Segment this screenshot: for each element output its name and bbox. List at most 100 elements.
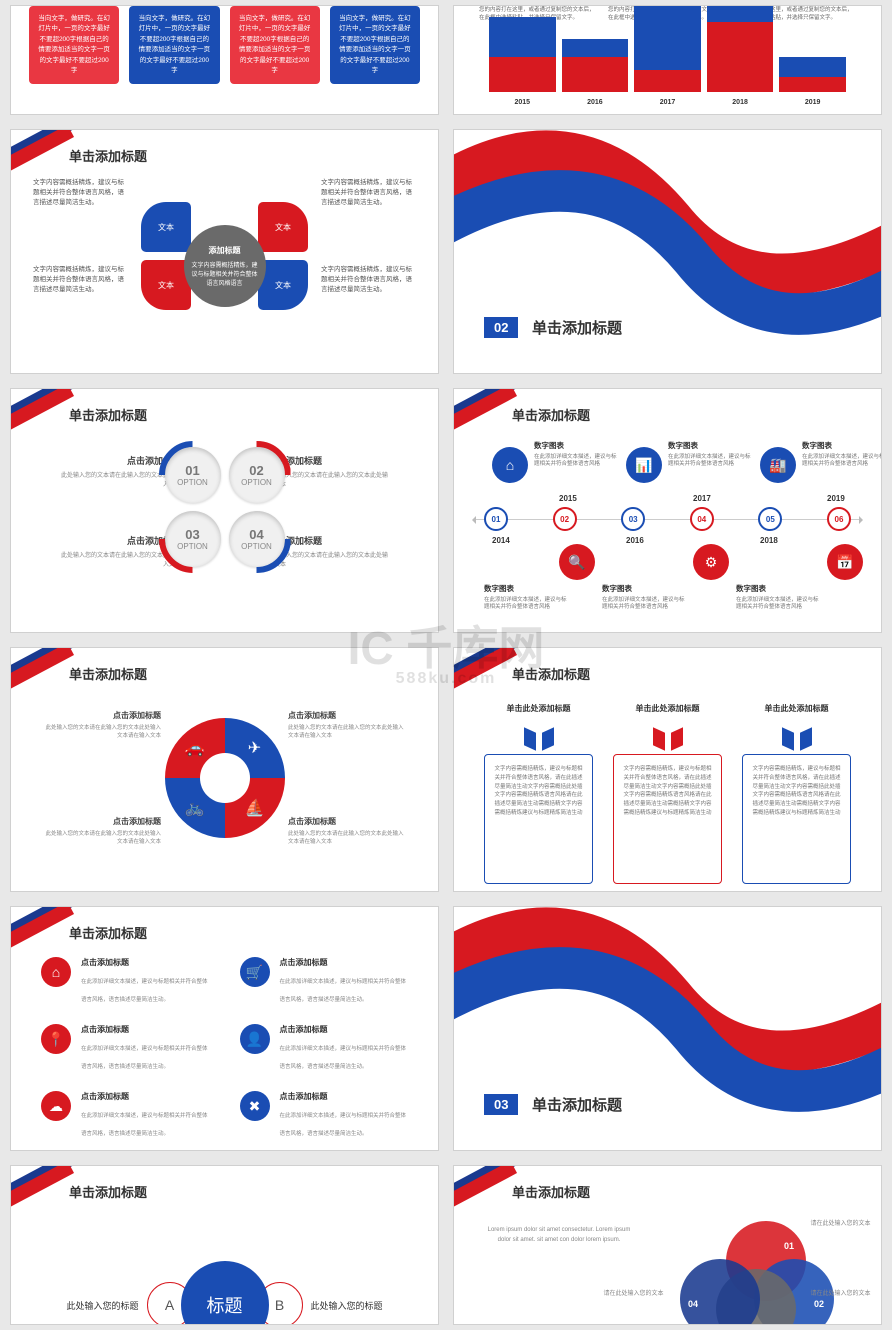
ribbon-corner-icon xyxy=(453,1165,509,1211)
slide-8-boxes: 单击添加标题 单击此处添加标题 文字内容需概括精炼，建议与标题相关并符合整体语言… xyxy=(453,647,882,892)
slide-6-timeline: 单击添加标题 01 02 03 04 05 06 ⌂ 📊 🏭 🔍 ⚙ 📅 数字图… xyxy=(453,388,882,633)
desc-text: 文字内容需概括精炼，建议与标题相关并符合整体语言风格，语言描述尽量简洁生动。 xyxy=(321,178,416,207)
slide-3-petals: 单击添加标题 文字内容需概括精炼，建议与标题相关并符合整体语言风格，语言描述尽量… xyxy=(10,129,439,374)
slide-12-venn: 单击添加标题 Lorem ipsum dolor sit amet consec… xyxy=(453,1165,882,1325)
timeline-text: 数字图表在此添加详细文本描述，建议与标题相关并符合整体语言风格 xyxy=(736,584,821,612)
slide-title: 单击添加标题 xyxy=(512,405,590,424)
list-item: 🛒点击添加标题在此添加详细文本描述，建议与标题相关并符合整体语言风格，语言描述尽… xyxy=(240,957,409,1006)
card-3: 当向文字，做研究。在幻灯片中，一页的文字最好不要超200字根据自己的情要添加适当… xyxy=(230,6,320,84)
option-circle-1: 01OPTION xyxy=(165,447,221,503)
donut-text-3: 点击添加标题此处输入您的文本请在此输入您的文本此处输入文本请在输入文本 xyxy=(41,816,161,845)
year: 2015 xyxy=(559,494,577,503)
donut-text-1: 点击添加标题此处输入您的文本请在此输入您的文本此处输入文本请在输入文本 xyxy=(41,710,161,739)
list-item: 📍点击添加标题在此添加详细文本描述，建议与标题相关并符合整体语言风格，语言描述尽… xyxy=(41,1024,210,1073)
section-title: 单击添加标题 xyxy=(532,1094,622,1115)
center-circle: 添加标题 文字内容需概括精炼，建议与标题相关并符合整体语言风格语言 xyxy=(184,225,266,307)
petal-4: 文本 xyxy=(258,260,308,310)
ribbon-corner-icon xyxy=(10,906,66,952)
year: 2019 xyxy=(827,494,845,503)
ribbon-corner-icon xyxy=(453,647,509,693)
slide-title: 单击添加标题 xyxy=(69,405,147,424)
timeline-text: 数字图表在此添加详细文本描述，建议与标题相关并符合整体语言风格 xyxy=(484,584,569,612)
slide-11-ab: 单击添加标题 此处输入您的标题 A 标题 B 此处输入您的标题 xyxy=(10,1165,439,1325)
section-03-divider: 03 单击添加标题 xyxy=(453,906,882,1151)
info-box-3: 单击此处添加标题 文字内容需概括精炼，建议与标题相关并符合整体语言风格，请在此插… xyxy=(742,703,851,871)
node-4: 04 xyxy=(690,507,714,531)
timeline-icon: 🏭 xyxy=(760,447,796,483)
venn-diagram: 01 02 03 04 xyxy=(686,1221,826,1325)
ribbon-corner-icon xyxy=(10,388,66,434)
list-item: 👤点击添加标题在此添加详细文本描述，建议与标题相关并符合整体语言风格，语言描述尽… xyxy=(240,1024,409,1073)
timeline-icon: ⚙ xyxy=(693,544,729,580)
bar-chart xyxy=(489,22,846,92)
card-1: 当向文字，做研究。在幻灯片中，一页的文字最好不要超200字根据自己的情要添加适当… xyxy=(29,6,119,84)
ribbon-corner-icon xyxy=(10,129,66,175)
donut-text-4: 点击添加标题此处输入您的文本请在此输入您的文本此处输入文本请在输入文本 xyxy=(288,816,408,845)
section-02-divider: 02 单击添加标题 xyxy=(453,129,882,374)
year: 2014 xyxy=(492,536,510,545)
slide-title: 单击添加标题 xyxy=(69,146,147,165)
node-1: 01 xyxy=(484,507,508,531)
slide-9-iconlist: 单击添加标题 ⌂点击添加标题在此添加详细文本描述，建议与标题相关并符合整体语言风… xyxy=(10,906,439,1151)
center-title: 添加标题 xyxy=(209,245,241,256)
pin-icon: 📍 xyxy=(41,1024,71,1054)
ribbon-corner-icon xyxy=(453,388,509,434)
venn-num: 04 xyxy=(688,1299,698,1309)
year-label: 2019 xyxy=(779,99,846,106)
slide-title: 单击添加标题 xyxy=(69,923,147,942)
venn-num: 02 xyxy=(814,1299,824,1309)
slide-1-cards: 当向文字，做研究。在幻灯片中，一页的文字最好不要超200字根据自己的情要添加适当… xyxy=(10,5,439,115)
center-text: 文字内容需概括精炼，建议与标题相关并符合整体语言风格语言 xyxy=(192,260,258,287)
chevron-icon xyxy=(524,730,554,748)
timeline-icon: 📅 xyxy=(827,544,863,580)
ribbon-corner-icon xyxy=(10,647,66,693)
donut-chart: 🚗 ✈ 🚲 ⛵ xyxy=(165,718,285,838)
info-box-1: 单击此处添加标题 文字内容需概括精炼，建议与标题相关并符合整体语言风格，请在此插… xyxy=(484,703,593,871)
section-title: 单击添加标题 xyxy=(532,317,622,338)
section-number: 02 xyxy=(484,317,518,338)
option-circle-3: 03OPTION xyxy=(165,511,221,567)
timeline-icon: ⌂ xyxy=(492,447,528,483)
year: 2017 xyxy=(693,494,711,503)
timeline-text: 数字图表在此添加详细文本描述，建议与标题相关并符合整体语言风格 xyxy=(602,584,687,612)
lorem-text: Lorem ipsum dolor sit amet consectetur. … xyxy=(484,1226,634,1245)
venn-label: 请在此处输入您的文本 xyxy=(808,1291,873,1299)
tools-icon: ✖ xyxy=(240,1091,270,1121)
user-icon: 👤 xyxy=(240,1024,270,1054)
timeline-text: 数字图表在此添加详细文本描述，建议与标题相关并符合整体语言风格 xyxy=(668,441,753,469)
card-2: 当向文字，做研究。在幻灯片中，一页的文字最好不要超200字根据自己的情要添加适当… xyxy=(129,6,219,84)
info-box-2: 单击此处添加标题 文字内容需概括精炼，建议与标题相关并符合整体语言风格，请在此插… xyxy=(613,703,722,871)
year-label: 2015 xyxy=(489,99,556,106)
desc-text: 文字内容需概括精炼，建议与标题相关并符合整体语言风格，语言描述尽量简洁生动。 xyxy=(321,265,416,294)
petal-2: 文本 xyxy=(258,202,308,252)
timeline-text: 数字图表在此添加详细文本描述，建议与标题相关并符合整体语言风格 xyxy=(534,441,619,469)
cloud-icon: ☁ xyxy=(41,1091,71,1121)
option-circle-2: 02OPTION xyxy=(229,447,285,503)
timeline-nodes: 01 02 03 04 05 06 xyxy=(484,507,851,531)
slide-2-barchart: 您的内容打在这里，或者通过复制您的文本后，在此框中选择粘贴，并选择只保留文字。 … xyxy=(453,5,882,115)
list-item: ⌂点击添加标题在此添加详细文本描述，建议与标题相关并符合整体语言风格，语言描述尽… xyxy=(41,957,210,1006)
year-label: 2016 xyxy=(562,99,629,106)
slide-title: 单击添加标题 xyxy=(69,1182,147,1201)
slide-title: 单击添加标题 xyxy=(69,664,147,683)
list-item: ☁点击添加标题在此添加详细文本描述，建议与标题相关并符合整体语言风格，语言描述尽… xyxy=(41,1091,210,1140)
year-label: 2017 xyxy=(634,99,701,106)
donut-text-2: 点击添加标题此处输入您的文本请在此输入您的文本此处输入文本请在输入文本 xyxy=(288,710,408,739)
slide-title: 单击添加标题 xyxy=(512,664,590,683)
node-6: 06 xyxy=(827,507,851,531)
label-b: 此处输入您的标题 xyxy=(291,1299,403,1312)
option-circles: 01OPTION 02OPTION 03OPTION 04OPTION xyxy=(165,447,285,567)
center-title-circle: 标题 xyxy=(181,1261,269,1325)
cart-icon: 🛒 xyxy=(240,957,270,987)
year-label: 2018 xyxy=(707,99,774,106)
slide-grid: 当向文字，做研究。在幻灯片中，一页的文字最好不要超200字根据自己的情要添加适当… xyxy=(10,5,882,1325)
label-a: 此处输入您的标题 xyxy=(46,1299,158,1312)
timeline-text: 数字图表在此添加详细文本描述，建议与标题相关并符合整体语言风格 xyxy=(802,441,882,469)
ribbon-corner-icon xyxy=(10,1165,66,1211)
year: 2018 xyxy=(760,536,778,545)
venn-label: 请在此处输入您的文本 xyxy=(808,1221,873,1229)
year: 2016 xyxy=(626,536,644,545)
card-4: 当向文字，做研究。在幻灯片中，一页的文字最好不要超200字根据自己的情要添加适当… xyxy=(330,6,420,84)
node-2: 02 xyxy=(553,507,577,531)
list-item: ✖点击添加标题在此添加详细文本描述，建议与标题相关并符合整体语言风格，语言描述尽… xyxy=(240,1091,409,1140)
